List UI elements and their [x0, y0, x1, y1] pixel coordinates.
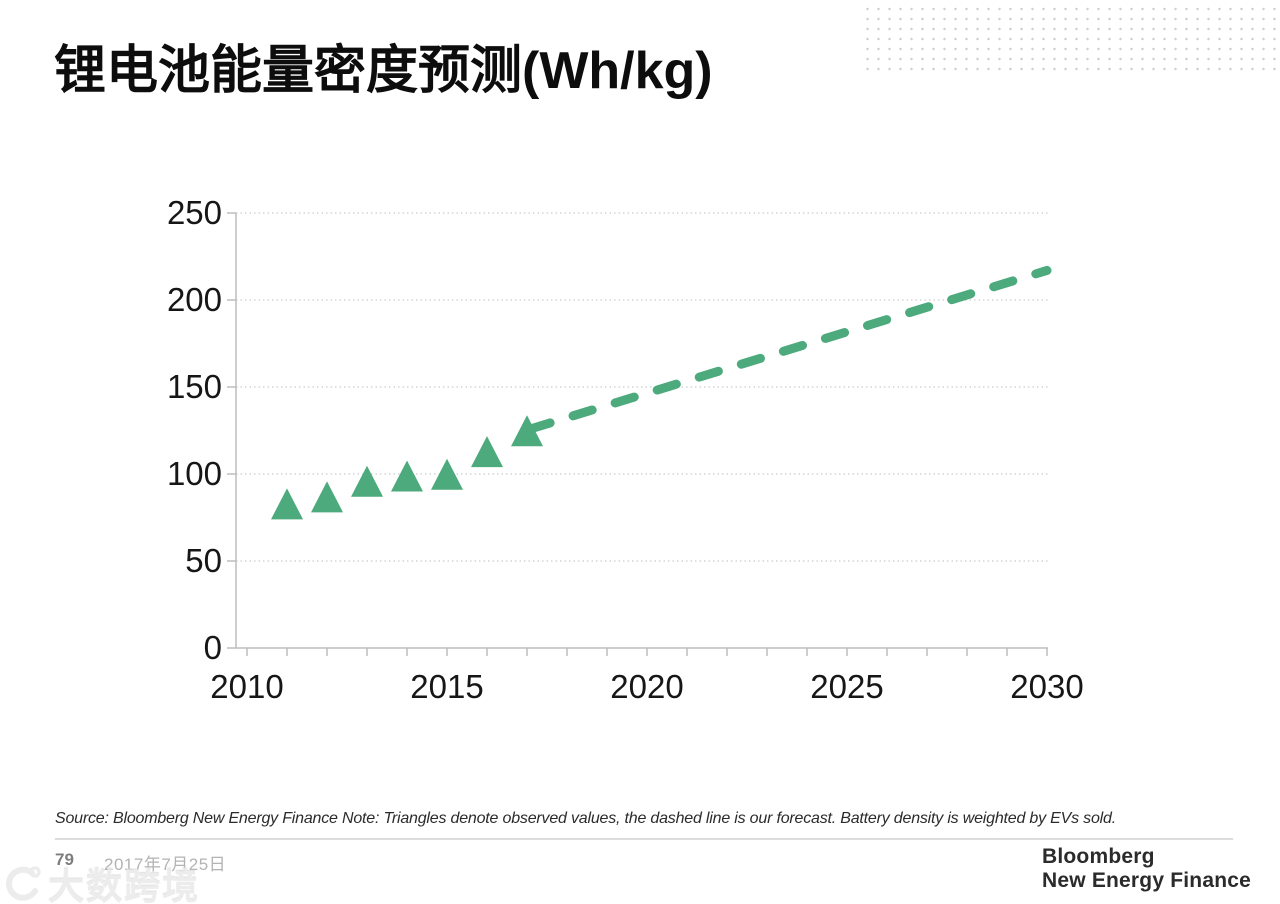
- bnef-logo-line2: New Energy Finance: [1042, 869, 1251, 892]
- bnef-logo: Bloomberg New Energy Finance: [1042, 845, 1251, 893]
- x-axis-label: 2025: [810, 668, 883, 705]
- y-axis-label: 150: [167, 368, 222, 405]
- y-axis-label: 100: [167, 455, 222, 492]
- watermark-text: 大数跨境: [48, 866, 201, 904]
- observed-triangle: [351, 465, 383, 497]
- dot-pattern-decoration: [862, 4, 1280, 76]
- x-axis-label: 2030: [1010, 668, 1083, 705]
- source-note: Source: Bloomberg New Energy Finance Not…: [55, 810, 1116, 827]
- observed-triangle: [271, 488, 303, 520]
- x-axis-label: 2015: [410, 668, 483, 705]
- bnef-logo-line1: Bloomberg: [1042, 845, 1155, 868]
- watermark: 大数跨境: [2, 858, 200, 904]
- forecast-dashed-line: [526, 265, 1052, 434]
- x-axis-label: 2020: [610, 668, 683, 705]
- y-axis-label: 200: [167, 281, 222, 318]
- slide-title: 锂电池能量密度预测(Wh/kg): [54, 42, 713, 100]
- y-axis-label: 250: [167, 194, 222, 231]
- observed-triangle: [431, 458, 463, 490]
- x-axis-label: 2010: [210, 668, 283, 705]
- observed-triangle: [471, 436, 503, 468]
- observed-triangle: [311, 481, 343, 513]
- y-axis-label: 50: [185, 542, 222, 579]
- footer-divider: [55, 838, 1233, 840]
- slide-date: 2017年7月25日: [104, 855, 227, 874]
- observed-triangle: [391, 460, 423, 492]
- watermark-logo-icon: [6, 866, 41, 901]
- page-number: 79: [55, 850, 74, 869]
- y-axis-label: 0: [204, 629, 222, 666]
